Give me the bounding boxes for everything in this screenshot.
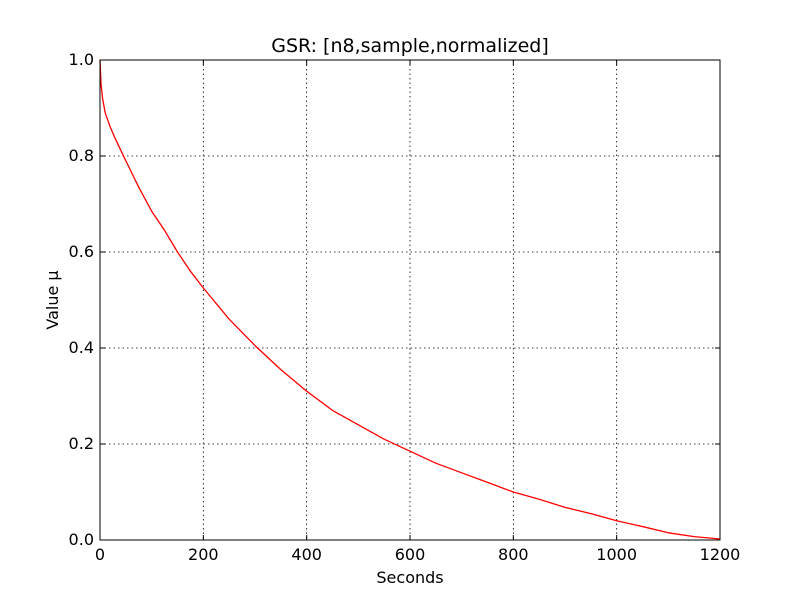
- grid: [100, 60, 720, 540]
- y-tick-label: 1.0: [69, 50, 94, 69]
- chart-title: GSR: [n8,sample,normalized]: [271, 35, 549, 57]
- x-tick-label: 400: [291, 545, 322, 564]
- ticks: 0 200 400 600 800 1000 1200 0.0 0.2 0.4 0.6 0.8 1.0: [69, 50, 741, 564]
- y-tick-label: 0.6: [69, 242, 94, 261]
- x-axis-label: Seconds: [376, 568, 443, 587]
- series-layer: [99, 59, 721, 540]
- x-tick-label: 600: [395, 545, 426, 564]
- x-tick-label: 0: [95, 545, 105, 564]
- y-tick-label: 0.0: [69, 530, 94, 549]
- x-tick-label: 1000: [596, 545, 637, 564]
- x-tick-label: 800: [498, 545, 529, 564]
- x-tick-label: 200: [188, 545, 219, 564]
- series-line: [99, 59, 721, 540]
- y-tick-label: 0.4: [69, 338, 94, 357]
- y-axis-label: Value μ: [43, 270, 62, 329]
- x-tick-label: 1200: [700, 545, 741, 564]
- y-tick-label: 0.8: [69, 146, 94, 165]
- y-tick-label: 0.2: [69, 434, 94, 453]
